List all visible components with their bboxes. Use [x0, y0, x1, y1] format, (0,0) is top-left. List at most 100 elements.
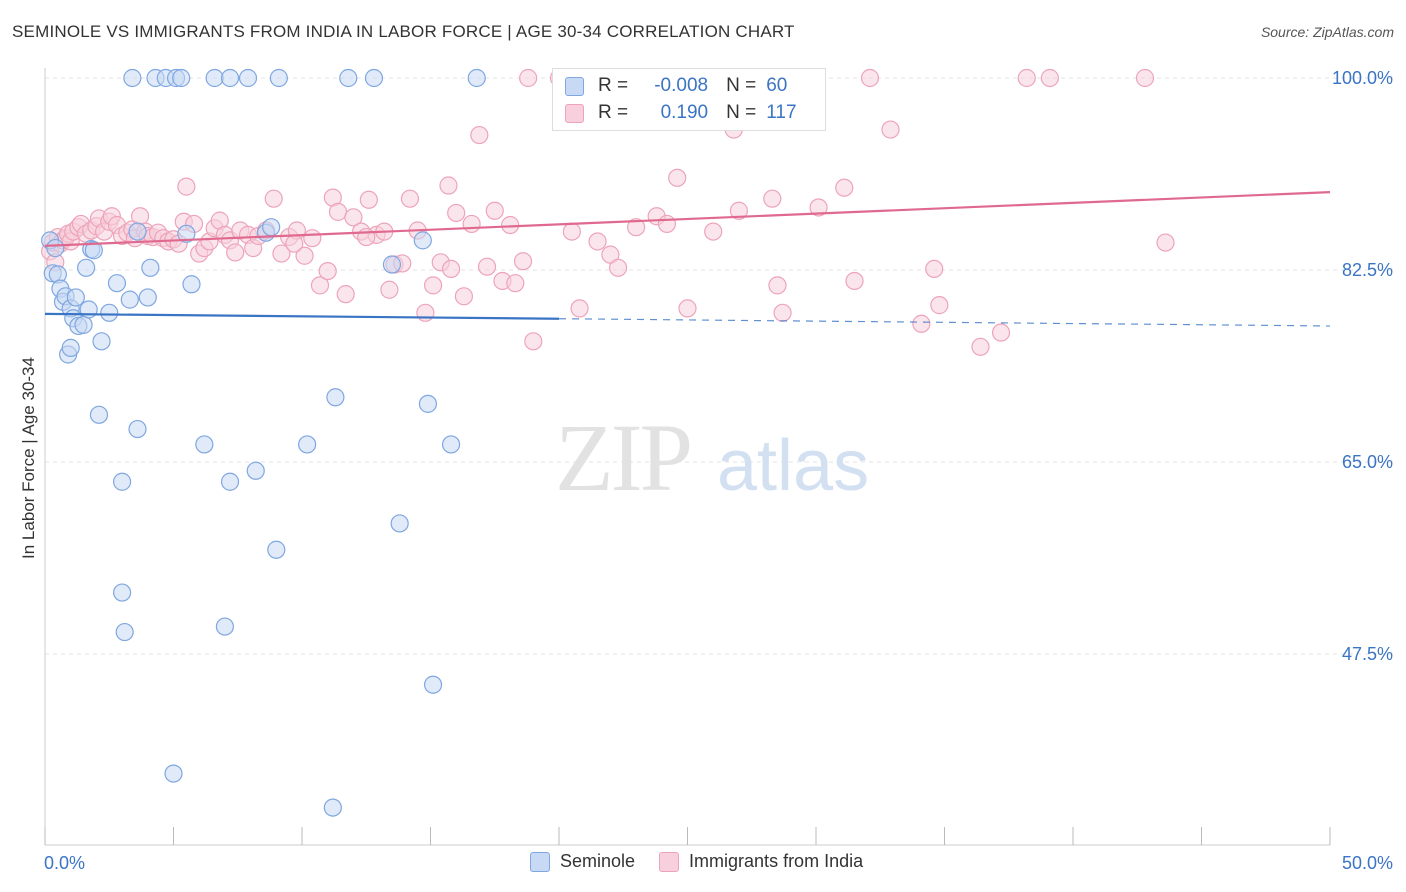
seminole-point-5: [205, 68, 224, 88]
india-point-117: [1156, 233, 1175, 252]
chart-source: Source: ZipAtlas.com: [1260, 24, 1394, 40]
seminole-point-55: [382, 255, 402, 274]
tick-labels: 47.5% 65.0% 82.5% 100.0% 0.0% 50.0%: [44, 68, 1393, 873]
india-r-value: 0.190: [660, 102, 709, 123]
seminole-point-32: [100, 303, 119, 322]
seminole-point-54: [323, 798, 342, 817]
india-point-85: [477, 257, 497, 276]
seminole-point-44: [182, 275, 201, 294]
india-point-106: [768, 276, 787, 295]
chart-title: SEMINOLE VS IMMIGRANTS FROM INDIA IN LAB…: [12, 22, 795, 41]
legend-india-swatch: [659, 851, 680, 872]
india-point-2: [860, 68, 880, 88]
trend-lines: [44, 191, 1331, 327]
india-point-102: [704, 222, 723, 241]
india-point-69: [359, 190, 378, 209]
india-point-88: [501, 215, 520, 235]
seminole-point-41: [141, 258, 160, 277]
india-point-56: [264, 189, 283, 208]
india-point-77: [416, 303, 435, 322]
india-point-118: [441, 259, 461, 279]
india-point-75: [400, 189, 420, 208]
series-legend: Seminole Immigrants from India: [530, 851, 887, 872]
india-point-80: [439, 176, 458, 195]
india-point-91: [524, 332, 543, 351]
india-point-111: [881, 120, 900, 139]
india-n-label: N =: [726, 102, 757, 123]
india-point-65: [328, 202, 348, 221]
india-point-94: [588, 232, 607, 251]
seminole-point-38: [128, 222, 147, 241]
seminole-point-46: [215, 617, 234, 636]
x-tick-label-0: 0.0%: [44, 853, 85, 873]
seminole-point-31: [92, 332, 111, 351]
seminole-n-label: N =: [726, 75, 757, 96]
india-point-63: [318, 261, 337, 281]
legend-item-seminole: Seminole: [530, 851, 635, 872]
india-point-0: [519, 68, 538, 88]
seminole-point-23: [66, 288, 85, 307]
india-point-67: [344, 208, 363, 227]
y-tick-label-2: 82.5%: [1342, 260, 1393, 280]
india-point-96: [609, 258, 628, 277]
stats-legend: R = -0.008 N = 60 R = 0.190 N = 117: [552, 68, 826, 131]
india-point-3: [1017, 68, 1036, 88]
watermark-zip: ZIP: [555, 404, 690, 511]
y-axis-label: In Labor Force | Age 30-34: [19, 357, 38, 559]
seminole-swatch: [565, 76, 584, 96]
india-point-60: [295, 246, 314, 265]
seminole-point-40: [138, 288, 157, 307]
seminole-r-label: R =: [598, 75, 629, 96]
india-point-50: [226, 243, 245, 262]
seminole-point-57: [413, 231, 432, 250]
india-point-66: [336, 285, 355, 304]
india-point-31: [130, 207, 150, 226]
india-point-116: [991, 323, 1011, 342]
india-point-86: [485, 201, 504, 220]
india-point-93: [570, 299, 589, 318]
seminole-point-60: [441, 435, 461, 454]
india-point-97: [626, 218, 646, 237]
seminole-r-value: -0.008: [654, 75, 709, 96]
india-point-57: [272, 244, 291, 263]
india-trend-line: [44, 191, 1331, 247]
seminole-trend-extension: [558, 318, 1331, 327]
india-r-label: R =: [598, 102, 629, 123]
watermark: ZIP atlas: [555, 404, 869, 511]
seminole-point-33: [107, 274, 127, 293]
seminole-point-26: [77, 258, 96, 277]
india-point-83: [462, 214, 481, 234]
seminole-point-25: [74, 315, 93, 334]
seminole-n-value: 60: [766, 75, 788, 96]
y-tick-label-3: 100.0%: [1332, 68, 1393, 88]
seminole-point-10: [364, 68, 384, 88]
seminole-point-11: [467, 68, 486, 88]
india-point-4: [1040, 68, 1059, 88]
y-tick-label-1: 65.0%: [1342, 452, 1393, 472]
seminole-point-50: [262, 218, 281, 237]
india-point-100: [668, 168, 687, 187]
seminole-point-21: [61, 338, 80, 357]
india-point-114: [930, 296, 949, 315]
india-point-109: [835, 178, 854, 197]
stats-row-seminole: R = -0.008 N = 60: [565, 72, 787, 100]
india-point-110: [845, 271, 864, 291]
india-point-107: [773, 303, 792, 322]
seminole-points: [41, 68, 486, 817]
india-point-84: [470, 125, 489, 145]
india-point-81: [447, 203, 466, 223]
legend-item-india: Immigrants from India: [659, 851, 863, 872]
india-point-120: [285, 234, 304, 253]
seminole-trend-line: [44, 312, 560, 320]
legend-india-label: Immigrants from India: [689, 851, 864, 871]
india-point-108: [809, 198, 828, 217]
seminole-point-43: [177, 224, 196, 243]
seminole-point-8: [269, 68, 288, 88]
legend-seminole-label: Seminole: [560, 851, 636, 871]
india-point-112: [912, 314, 931, 333]
seminole-point-47: [220, 472, 240, 491]
seminole-point-14: [46, 238, 65, 258]
india-point-41: [177, 177, 196, 196]
seminole-point-51: [267, 540, 286, 559]
